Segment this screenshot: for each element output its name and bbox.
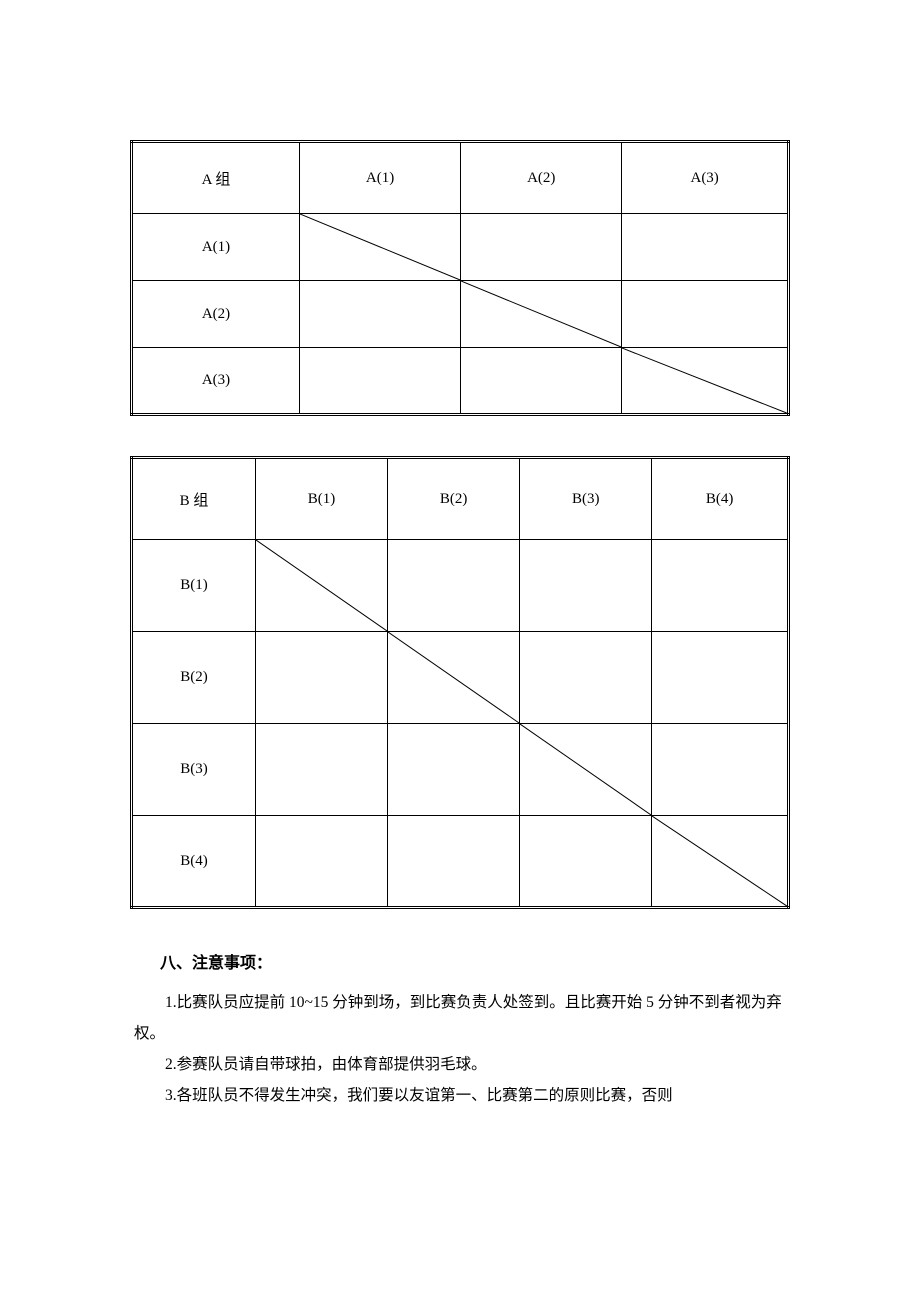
table-b-row-0-label: B(1) <box>132 540 256 632</box>
table-b-header-3: B(3) <box>520 458 652 540</box>
table-b-row-2-label: B(3) <box>132 724 256 816</box>
table-b-cell-2-4 <box>652 724 789 816</box>
table-a-header-0: A 组 <box>132 142 300 214</box>
table-a-row-1-label: A(2) <box>132 281 300 348</box>
table-b-row-3-label: B(4) <box>132 816 256 908</box>
group-b-table: B 组 B(1) B(2) B(3) B(4) B(1) B(2) <box>130 456 790 909</box>
table-b-cell-1-4 <box>652 632 789 724</box>
table-b-row-1-label: B(2) <box>132 632 256 724</box>
table-b-cell-3-1 <box>256 816 388 908</box>
table-a-cell-0-1 <box>300 214 461 281</box>
table-b-cell-1-1 <box>256 632 388 724</box>
table-a-row-2-label: A(3) <box>132 348 300 415</box>
table-b-cell-1-2 <box>388 632 520 724</box>
table-b-wrapper: B 组 B(1) B(2) B(3) B(4) B(1) B(2) <box>130 456 790 909</box>
table-b-cell-0-3 <box>520 540 652 632</box>
table-a-header-1: A(1) <box>300 142 461 214</box>
table-b-cell-2-2 <box>388 724 520 816</box>
table-b-cell-0-4 <box>652 540 789 632</box>
table-a-cell-1-1 <box>300 281 461 348</box>
table-a-header-2: A(2) <box>461 142 622 214</box>
table-a-cell-1-2 <box>461 281 622 348</box>
table-b-header-2: B(2) <box>388 458 520 540</box>
table-a-cell-1-3 <box>622 281 789 348</box>
table-b-cell-2-3 <box>520 724 652 816</box>
table-a-header-3: A(3) <box>622 142 789 214</box>
table-a-wrapper: A 组 A(1) A(2) A(3) A(1) A(2) A(3) <box>130 140 790 416</box>
note-item-1: 1.比赛队员应提前 10~15 分钟到场，到比赛负责人处签到。且比赛开始 5 分… <box>130 987 790 1049</box>
note-item-2: 2.参赛队员请自带球拍，由体育部提供羽毛球。 <box>130 1049 790 1080</box>
group-a-table: A 组 A(1) A(2) A(3) A(1) A(2) A(3) <box>130 140 790 416</box>
table-a-row-0-label: A(1) <box>132 214 300 281</box>
table-a-cell-0-2 <box>461 214 622 281</box>
table-b-cell-1-3 <box>520 632 652 724</box>
table-a-cell-2-3 <box>622 348 789 415</box>
table-b-cell-3-2 <box>388 816 520 908</box>
table-b-cell-0-1 <box>256 540 388 632</box>
note-item-3: 3.各班队员不得发生冲突，我们要以友谊第一、比赛第二的原则比赛，否则 <box>130 1080 790 1111</box>
table-b-cell-3-3 <box>520 816 652 908</box>
table-b-header-0: B 组 <box>132 458 256 540</box>
table-a-cell-2-1 <box>300 348 461 415</box>
table-a-cell-2-2 <box>461 348 622 415</box>
table-b-cell-3-4 <box>652 816 789 908</box>
table-a-cell-0-3 <box>622 214 789 281</box>
section-title: 八、注意事项： <box>160 949 790 973</box>
table-b-header-4: B(4) <box>652 458 789 540</box>
table-b-cell-0-2 <box>388 540 520 632</box>
table-b-header-1: B(1) <box>256 458 388 540</box>
table-b-cell-2-1 <box>256 724 388 816</box>
